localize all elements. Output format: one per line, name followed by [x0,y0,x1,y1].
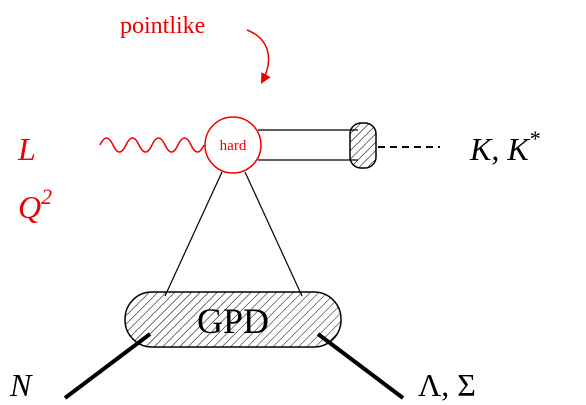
photon-virtuality: Q2 [18,184,52,225]
meson-blob [349,122,377,169]
baryon-in-line [63,332,152,400]
baryon-in-label: N [9,367,33,403]
baryon-out-label: Λ, Σ [418,367,476,403]
vertex-label: hard [220,138,247,154]
hard-vertex [204,116,262,174]
annotation-label: pointlike [120,13,205,39]
gpd-label: GPD [197,301,269,341]
parton-line [244,171,303,297]
annotation-arrow [246,29,271,84]
gpd-blob [124,291,342,348]
baryon-out-line [316,332,405,400]
photon-line [99,137,205,153]
meson-label: K, K* [469,126,540,167]
photon-polarization: L [17,131,36,167]
parton-line [164,171,223,297]
